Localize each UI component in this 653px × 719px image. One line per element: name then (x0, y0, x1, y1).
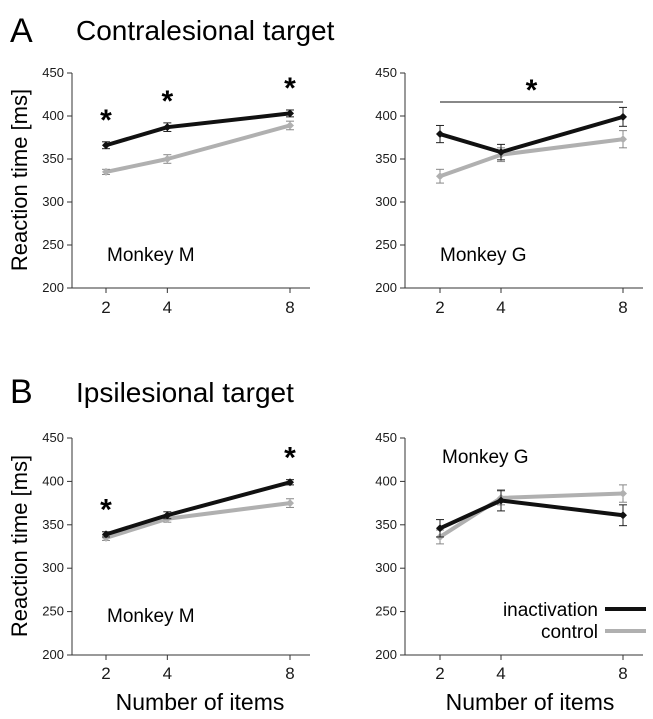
y-tick-label: 450 (42, 430, 64, 445)
plot-panel-4: 200 250 300 350 400 450 2 4 8 Monkey G (375, 430, 643, 683)
y-tick-label: 200 (375, 647, 397, 662)
y-tick-label: 200 (375, 280, 397, 295)
y-tick-label: 300 (42, 560, 64, 575)
x-tick-label: 2 (435, 298, 444, 317)
data-point-inactivation (436, 130, 444, 139)
x-tick-label: 4 (163, 664, 172, 683)
x-tick-label: 4 (163, 298, 172, 317)
significance-star: * (100, 494, 112, 527)
series-line-inactivation (439, 498, 624, 531)
y-tick-label: 450 (375, 430, 397, 445)
y-tick-label: 400 (375, 473, 397, 488)
y-tick-label: 400 (42, 108, 64, 123)
y-tick-label: 250 (375, 604, 397, 619)
data-point-inactivation (163, 511, 172, 520)
data-point-inactivation (286, 478, 294, 487)
legend-label-inactivation: inactivation (503, 600, 598, 621)
y-tick-label: 350 (42, 151, 64, 166)
y-tick-label: 450 (42, 65, 64, 80)
data-point-inactivation (436, 524, 444, 533)
y-tick-label: 350 (375, 517, 397, 532)
y-tick-label: 350 (375, 151, 397, 166)
data-point-control (286, 121, 294, 130)
y-tick-label: 250 (42, 604, 64, 619)
plot-panel-2: 200 250 300 350 400 450 2 4 8 Monkey G * (375, 65, 643, 317)
x-axis-label-left: Number of items (116, 689, 285, 715)
significance-star: * (161, 85, 173, 118)
x-axis-label-right: Number of items (446, 689, 615, 715)
data-point-inactivation (497, 496, 505, 505)
y-tick-label: 200 (42, 280, 64, 295)
series-line-inactivation (439, 114, 624, 155)
monkey-label: Monkey M (107, 245, 195, 266)
series-line-control (105, 123, 291, 174)
plot-panel-1: 200 250 300 350 400 450 2 4 8 Monkey M * * * (42, 65, 310, 317)
data-point-inactivation (163, 123, 172, 132)
data-point-control (102, 167, 110, 176)
data-point-control (619, 135, 627, 144)
significance-star: * (284, 72, 296, 105)
y-tick-label: 450 (375, 65, 397, 80)
legend-label-control: control (541, 622, 598, 643)
panel-a-title: Contralesional target (76, 15, 335, 46)
significance-star: * (284, 442, 296, 475)
x-tick-label: 8 (285, 298, 294, 317)
data-point-control (163, 155, 172, 163)
x-tick-label: 8 (618, 298, 627, 317)
panel-b-letter: B (10, 373, 33, 411)
significance-star: * (100, 104, 112, 137)
data-point-inactivation (619, 511, 627, 520)
y-tick-label: 350 (42, 517, 64, 532)
legend: inactivation control (503, 600, 646, 643)
panel-b-title: Ipsilesional target (76, 377, 294, 408)
series-line-inactivation (105, 111, 291, 148)
data-point-control (619, 489, 627, 498)
data-point-control (436, 172, 444, 181)
x-tick-label: 4 (496, 298, 505, 317)
data-point-inactivation (102, 141, 110, 150)
y-tick-label: 400 (375, 108, 397, 123)
y-tick-label: 300 (42, 194, 64, 209)
monkey-label: Monkey G (442, 447, 529, 468)
y-axis-label-top: Reaction time [ms] (7, 89, 32, 271)
y-tick-label: 200 (42, 647, 64, 662)
data-point-inactivation (497, 148, 505, 157)
data-point-control (286, 499, 294, 508)
y-tick-label: 300 (375, 194, 397, 209)
x-tick-label: 4 (496, 664, 505, 683)
data-point-inactivation (286, 109, 294, 118)
data-point-inactivation (102, 530, 110, 539)
x-tick-label: 2 (435, 664, 444, 683)
y-tick-label: 300 (375, 560, 397, 575)
significance-star: * (526, 74, 538, 107)
x-tick-label: 2 (101, 298, 110, 317)
x-tick-label: 2 (101, 664, 110, 683)
panel-a-letter: A (10, 12, 33, 50)
monkey-label: Monkey M (107, 606, 195, 627)
x-tick-label: 8 (285, 664, 294, 683)
plot-panel-3: 200 250 300 350 400 450 2 4 8 Monkey M * * (42, 430, 310, 683)
monkey-label: Monkey G (440, 245, 527, 266)
data-point-inactivation (619, 112, 627, 121)
x-tick-label: 8 (618, 664, 627, 683)
y-tick-label: 250 (375, 237, 397, 252)
y-axis-label-bottom: Reaction time [ms] (7, 455, 32, 637)
plots: 200 250 300 350 400 450 2 4 8 Monkey M * * * 200 250 30… (42, 65, 643, 683)
y-tick-label: 250 (42, 237, 64, 252)
y-tick-label: 400 (42, 473, 64, 488)
